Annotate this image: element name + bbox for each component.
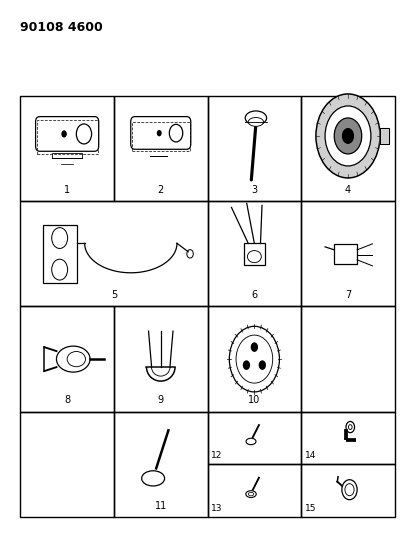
Text: 12: 12 [211, 451, 223, 460]
Ellipse shape [245, 111, 267, 125]
Bar [208, 464, 301, 517]
Circle shape [61, 131, 67, 138]
Ellipse shape [57, 346, 90, 372]
Bar [208, 96, 301, 201]
Text: 9: 9 [158, 395, 164, 406]
Bar [208, 411, 301, 464]
Bar [301, 96, 395, 201]
Circle shape [251, 342, 258, 352]
Ellipse shape [246, 491, 256, 497]
Text: 90108 4600: 90108 4600 [20, 21, 103, 34]
Circle shape [259, 360, 266, 370]
Circle shape [342, 480, 357, 500]
Bar [114, 306, 208, 411]
Bar [20, 96, 114, 201]
Circle shape [243, 360, 250, 370]
Ellipse shape [248, 118, 264, 126]
Bar [20, 201, 208, 306]
Text: 15: 15 [305, 504, 316, 513]
Bar [208, 201, 301, 306]
Bar [301, 306, 395, 411]
Text: 3: 3 [251, 185, 258, 195]
Ellipse shape [246, 438, 256, 445]
Text: 8: 8 [64, 395, 70, 406]
Bar [37, 120, 98, 154]
Text: 2: 2 [158, 185, 164, 195]
Circle shape [157, 130, 162, 136]
Text: 11: 11 [155, 500, 167, 511]
Circle shape [334, 118, 362, 154]
Bar [114, 412, 208, 517]
Text: 7: 7 [345, 290, 351, 300]
Text: 10: 10 [248, 395, 260, 406]
Text: 1: 1 [64, 185, 70, 195]
Circle shape [325, 106, 371, 166]
Bar [132, 123, 190, 151]
Bar [208, 306, 301, 411]
Bar [52, 153, 83, 158]
Bar [43, 225, 77, 283]
Circle shape [229, 326, 280, 392]
Bar [114, 96, 208, 201]
Bar [301, 464, 395, 517]
Text: 6: 6 [251, 290, 258, 300]
Bar [301, 411, 395, 464]
Bar [334, 244, 357, 264]
Bar [244, 244, 265, 265]
Text: 5: 5 [111, 290, 117, 300]
Circle shape [316, 94, 380, 178]
Bar [20, 412, 114, 517]
Circle shape [342, 128, 354, 144]
Bar [20, 306, 114, 411]
Bar [301, 201, 395, 306]
Text: 4: 4 [345, 185, 351, 195]
Polygon shape [380, 128, 389, 144]
Text: 13: 13 [211, 504, 223, 513]
Text: 14: 14 [305, 451, 316, 460]
Ellipse shape [142, 471, 164, 486]
